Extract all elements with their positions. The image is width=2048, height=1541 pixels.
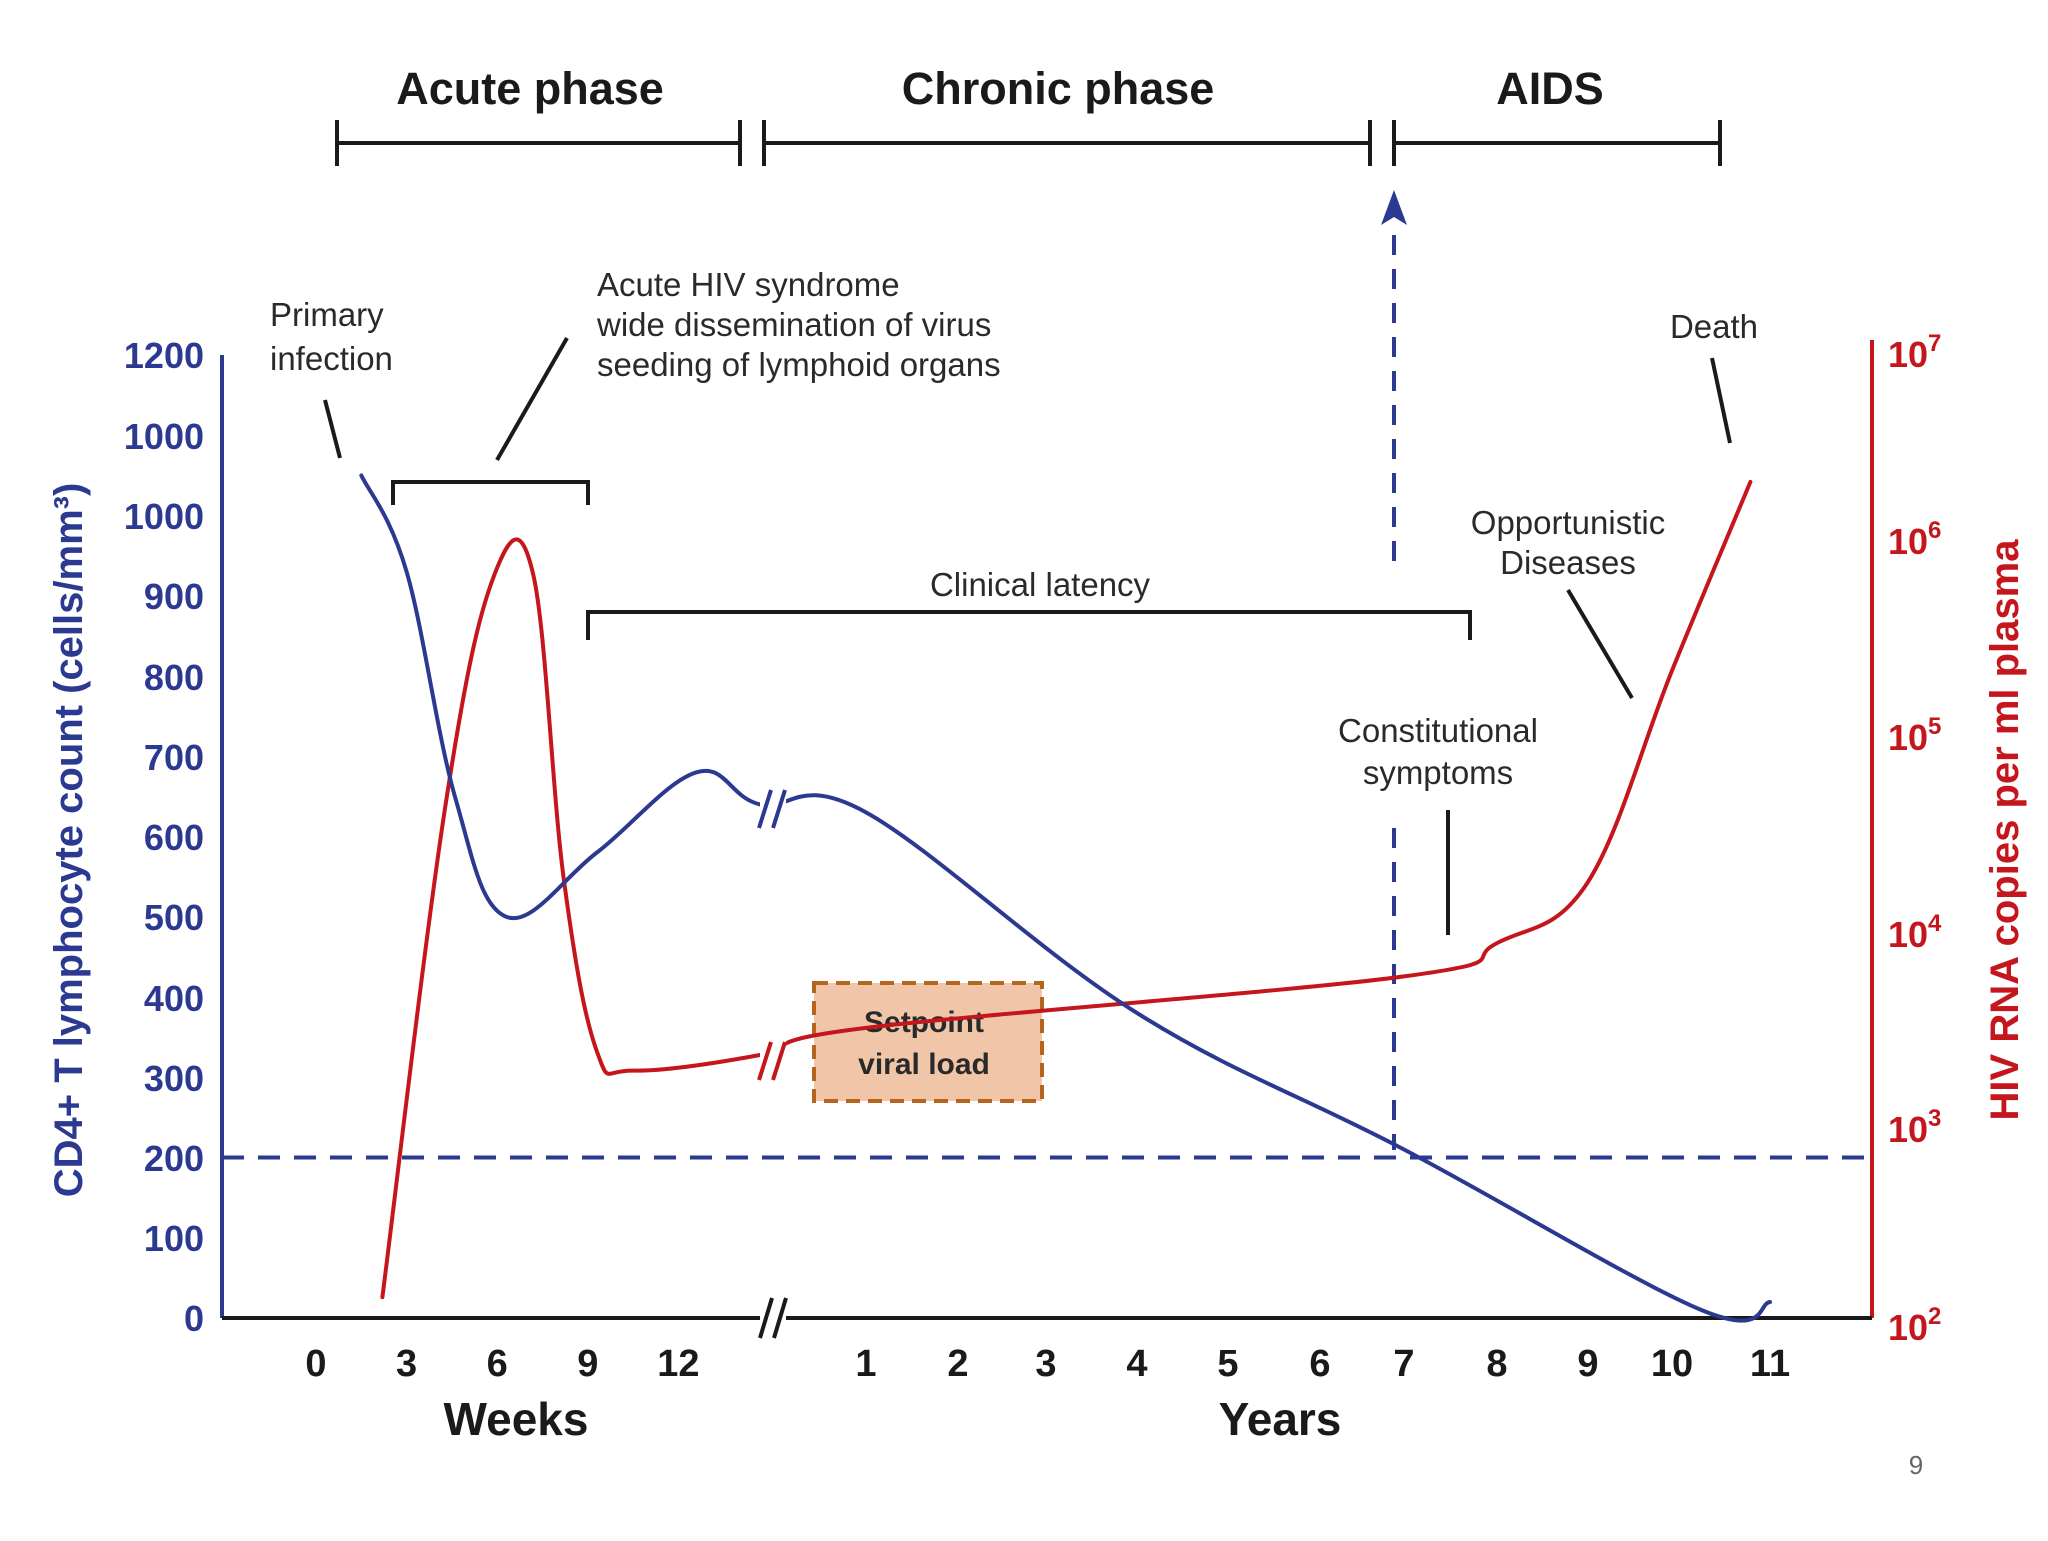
x-tick-label: 11: [1750, 1343, 1790, 1385]
phase-label-chronic: Chronic phase: [902, 63, 1215, 114]
left-tick-label: 400: [144, 978, 204, 1019]
left-tick-label: 200: [144, 1138, 204, 1179]
left-tick-label: 0: [184, 1298, 204, 1339]
constitutional-line1: Constitutional: [1338, 712, 1538, 749]
x-tick-label: 0: [305, 1343, 326, 1385]
x-tick-label: 2: [947, 1343, 968, 1385]
opportunistic-leader: [1568, 590, 1632, 698]
right-tick-label: 103: [1888, 1105, 1941, 1150]
acute-syndrome-leader: [497, 338, 567, 460]
death-leader: [1712, 358, 1730, 443]
x-label-weeks: Weeks: [444, 1393, 589, 1445]
setpoint-box-frame: [814, 983, 1042, 1101]
primary-infection-leader: [325, 400, 340, 458]
opportunistic-line2: Diseases: [1500, 544, 1636, 581]
page-number: 9: [1909, 1450, 1923, 1480]
primary-infection-line2: infection: [270, 340, 393, 377]
left-tick-label: 300: [144, 1058, 204, 1099]
x-tick-label: 4: [1126, 1343, 1147, 1385]
x-tick-label: 3: [396, 1343, 417, 1385]
phase-label-acute: Acute phase: [396, 63, 664, 114]
left-tick-label: 1200: [124, 335, 204, 376]
phase-label-aids: AIDS: [1496, 63, 1604, 114]
x-label-years: Years: [1219, 1393, 1342, 1445]
axes: [222, 340, 1872, 1338]
viral-load-points: [382, 482, 1750, 1297]
right-tick-label: 105: [1888, 713, 1941, 758]
x-tick-label: 8: [1486, 1343, 1507, 1385]
clinical-latency-label: Clinical latency: [930, 566, 1151, 603]
setpoint-label-line2: viral load: [858, 1048, 990, 1081]
x-tick-label: 6: [487, 1343, 508, 1385]
x-tick-label: 3: [1035, 1343, 1056, 1385]
left-tick-label: 1000: [124, 496, 204, 537]
phase-bar-chronic: [764, 120, 1370, 166]
right-tick-label: 107: [1888, 330, 1941, 375]
x-tick-label: 7: [1393, 1343, 1414, 1385]
left-tick-label: 800: [144, 657, 204, 698]
left-tick-label: 1000: [124, 416, 204, 457]
phase-bar-acute: [337, 120, 740, 166]
x-tick-label: 10: [1651, 1343, 1693, 1385]
annotations: Primary infection Acute HIV syndrome wid…: [270, 266, 1758, 935]
x-tick-label: 9: [577, 1343, 598, 1385]
acute-syndrome-line1: Acute HIV syndrome: [597, 266, 900, 303]
clinical-latency-bracket: [588, 612, 1470, 640]
acute-syndrome-line2: wide dissemination of virus: [596, 306, 991, 343]
x-tick-label: 5: [1217, 1343, 1238, 1385]
acute-syndrome-line3: seeding of lymphoid organs: [597, 346, 1001, 383]
phase-bar-aids: [1394, 120, 1720, 166]
aids-onset-marker: [1381, 190, 1407, 1150]
right-tick-label: 104: [1888, 910, 1942, 955]
left-tick-label: 100: [144, 1218, 204, 1259]
left-tick-label: 900: [144, 576, 204, 617]
x-tick-label: 12: [657, 1343, 699, 1385]
death-label: Death: [1670, 308, 1758, 345]
aids-onset-arrow-icon: [1381, 190, 1407, 225]
viral-load-series-line: [382, 482, 1750, 1297]
x-tick-label: 9: [1577, 1343, 1598, 1385]
setpoint-box: Setpoint viral load: [814, 983, 1042, 1101]
left-tick-label: 500: [144, 897, 204, 938]
acute-syndrome-bracket: [393, 482, 588, 505]
right-tick-label: 106: [1888, 517, 1941, 562]
opportunistic-line1: Opportunistic: [1471, 504, 1665, 541]
right-tick-label: 102: [1888, 1303, 1941, 1348]
right-tick-labels: 107 106 105 104 103 102: [1888, 330, 1942, 1348]
x-tick-label: 6: [1309, 1343, 1330, 1385]
constitutional-line2: symptoms: [1363, 754, 1513, 791]
phase-bars: Acute phase Chronic phase AIDS: [337, 63, 1720, 166]
left-axis-title: CD4+ T lymphocyte count (cells/mm³): [47, 483, 91, 1198]
left-tick-label: 700: [144, 737, 204, 778]
primary-infection-line1: Primary: [270, 296, 384, 333]
series-break-marks: [759, 788, 786, 1082]
x-tick-label: 1: [855, 1343, 876, 1385]
right-axis-title: HIV RNA copies per ml plasma: [1983, 539, 2027, 1121]
left-tick-label: 600: [144, 817, 204, 858]
